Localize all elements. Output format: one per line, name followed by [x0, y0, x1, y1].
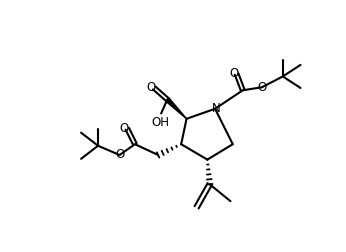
Text: O: O: [230, 67, 239, 80]
Text: O: O: [257, 81, 267, 94]
Polygon shape: [166, 98, 186, 119]
Text: O: O: [146, 81, 156, 94]
Text: OH: OH: [152, 116, 170, 129]
Text: N: N: [211, 102, 220, 115]
Text: O: O: [115, 148, 124, 161]
Text: O: O: [120, 121, 129, 135]
